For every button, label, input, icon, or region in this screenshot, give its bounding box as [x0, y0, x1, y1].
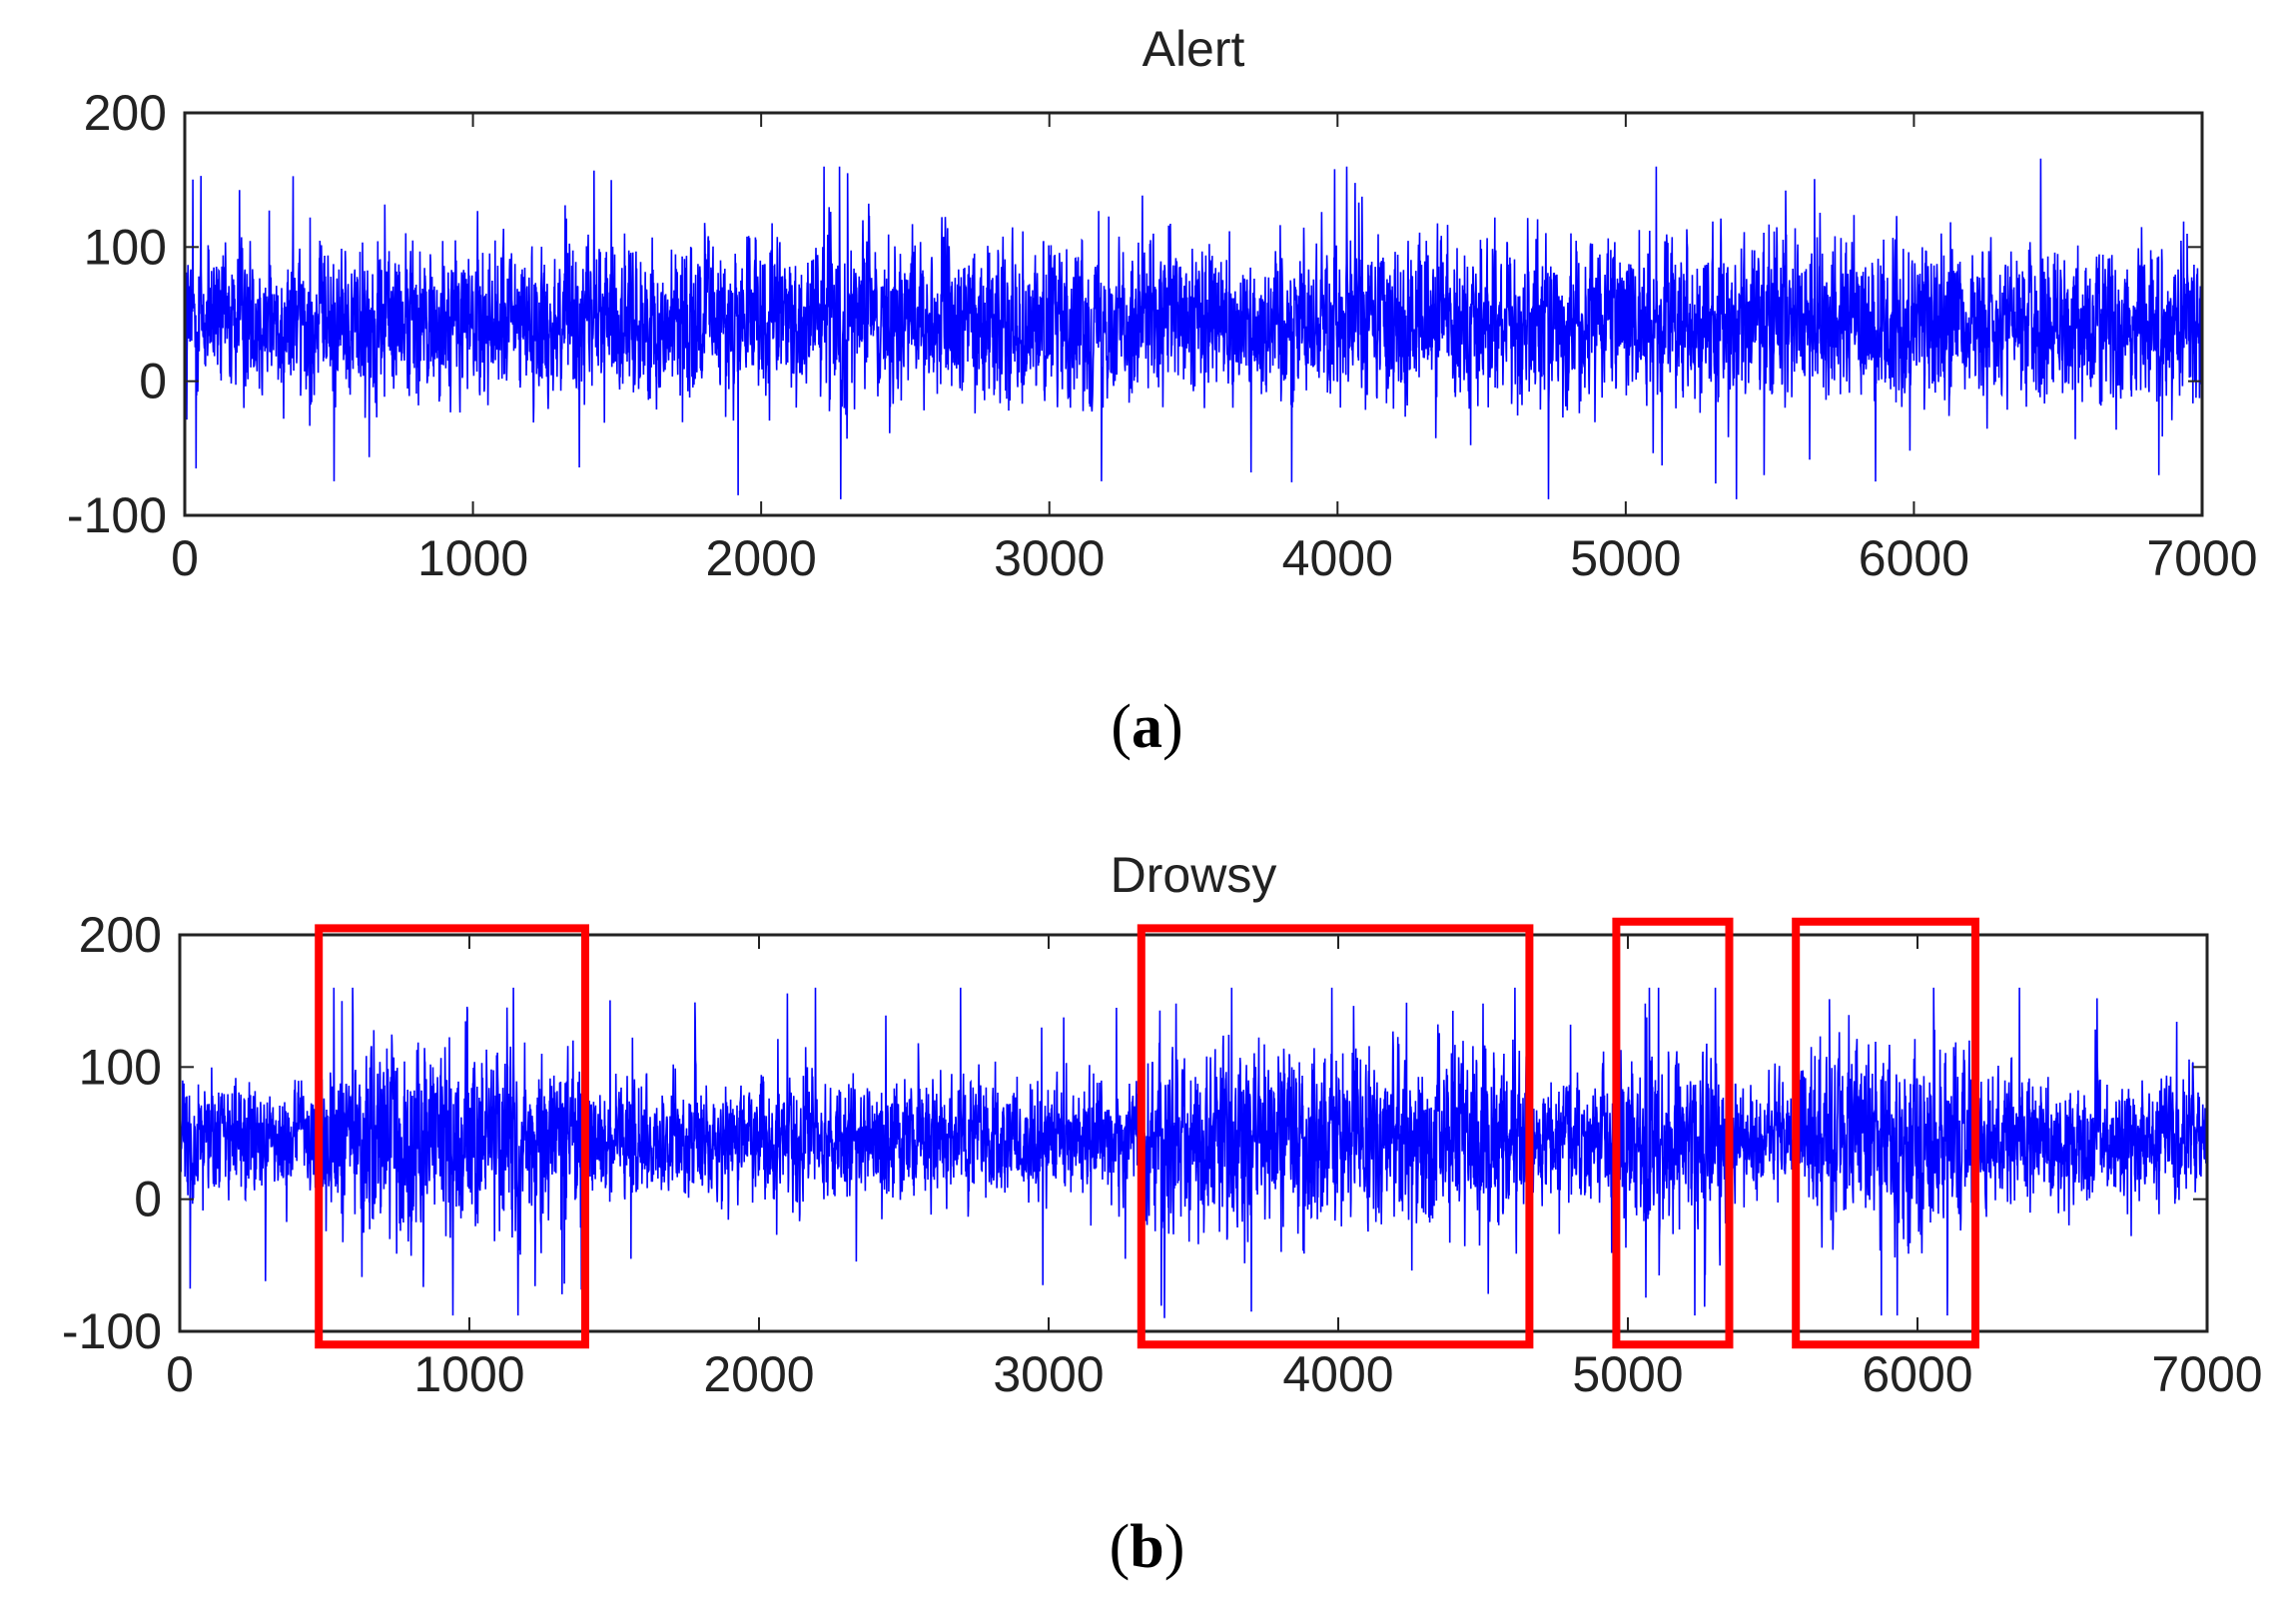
signal-series [179, 987, 2208, 1318]
y-tick-label: 200 [84, 85, 167, 141]
chart-title: Alert [1143, 21, 1245, 77]
x-tick-label: 7000 [2146, 530, 2257, 586]
drowsy-highlight-box [1792, 917, 1979, 1349]
plot-frame [178, 933, 2209, 1333]
drowsy-highlight-box [315, 924, 589, 1349]
caption-b-label: b [1130, 1513, 1164, 1581]
x-tick-label: 3000 [993, 1346, 1104, 1402]
y-tick-label: 200 [79, 907, 162, 963]
y-tick-label: 100 [79, 1039, 162, 1095]
x-tick-label: 3000 [994, 530, 1105, 586]
y-tick-label: 100 [84, 219, 167, 275]
x-tick-label: 2000 [703, 1346, 814, 1402]
x-tick-label: 6000 [1862, 1346, 1972, 1402]
x-tick-label: 0 [171, 530, 199, 586]
plot-frame [183, 111, 2204, 517]
x-tick-label: 6000 [1859, 530, 1969, 586]
y-tick-label: 0 [139, 354, 167, 409]
x-tick-label: 0 [166, 1346, 194, 1402]
caption-b: (b) [1109, 1513, 1185, 1581]
x-tick-label: 1000 [417, 530, 528, 586]
x-tick-label: 5000 [1572, 1346, 1683, 1402]
y-tick-label: -100 [62, 1303, 162, 1359]
x-tick-label: 7000 [2151, 1346, 2262, 1402]
x-tick-label: 1000 [413, 1346, 524, 1402]
x-tick-label: 5000 [1570, 530, 1681, 586]
x-tick-label: 4000 [1282, 530, 1393, 586]
x-tick-label: 4000 [1282, 1346, 1393, 1402]
y-tick-label: -100 [67, 487, 167, 543]
caption-a: (a) [1111, 693, 1183, 761]
signal-series [184, 158, 2203, 499]
drowsy-highlight-box [1137, 924, 1534, 1349]
x-tick-label: 2000 [706, 530, 817, 586]
y-tick-label: 0 [134, 1172, 162, 1227]
drowsy-highlight-box [1612, 917, 1734, 1349]
caption-a-label: a [1132, 693, 1162, 761]
chart-title: Drowsy [1111, 847, 1277, 903]
